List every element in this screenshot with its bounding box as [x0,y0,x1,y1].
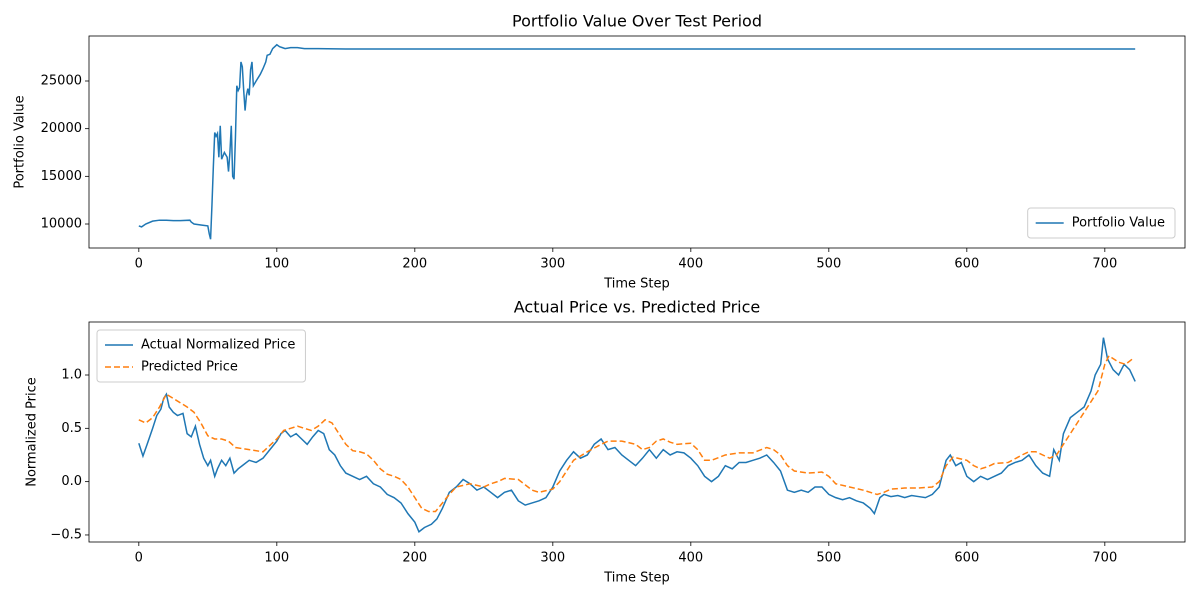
legend-label: Portfolio Value [1072,216,1165,231]
axes-frame [88,35,1186,249]
x-tick-label: 100 [264,257,289,272]
x-axis-label: Time Step [603,277,670,292]
y-axis-label: Normalized Price [25,377,40,487]
y-tick-label: 1.0 [61,368,82,383]
legend-box [96,329,306,383]
axes-frame [88,321,1186,543]
y-tick-label: 20000 [41,121,82,136]
y-axis-label: Portfolio Value [13,95,28,188]
legend: Actual Normalized Price Predicted Price [96,329,306,383]
axes: Portfolio Value Over Test Period Time Ste… [13,12,1186,292]
chart-title: Portfolio Value Over Test Period [512,12,762,31]
x-tick-label: 0 [135,257,143,272]
series-line [138,354,1133,513]
x-tick-label: 200 [402,551,427,566]
axes: Actual Price vs. Predicted Price Time Ste… [25,298,1186,586]
x-tick-label: 300 [540,257,565,272]
x-tick-label: 600 [954,257,979,272]
x-tick-label: 300 [540,551,565,566]
series-line [138,43,1136,240]
y-tick-label: 0.0 [61,474,82,489]
x-tick-label: 400 [678,551,703,566]
x-tick-label: 500 [816,551,841,566]
x-axis-label: Time Step [603,571,670,586]
x-tick-label: 200 [402,257,427,272]
x-tick-label: 100 [264,551,289,566]
y-tick-label: 10000 [41,217,82,232]
y-tick-label: −0.5 [50,527,82,542]
y-tick-label: 0.5 [61,421,82,436]
legend-box [1027,207,1176,239]
x-tick-label: 0 [135,551,143,566]
x-tick-label: 700 [1092,257,1117,272]
legend-label: Actual Normalized Price [141,338,295,353]
x-tick-label: 500 [816,257,841,272]
x-tick-label: 700 [1092,551,1117,566]
chart-title: Actual Price vs. Predicted Price [514,298,761,317]
x-tick-label: 600 [954,551,979,566]
series-line [138,337,1136,533]
y-tick-label: 25000 [41,73,82,88]
legend-label: Predicted Price [141,360,238,375]
x-tick-label: 400 [678,257,703,272]
y-tick-label: 15000 [41,169,82,184]
legend: Portfolio Value [1027,207,1176,239]
